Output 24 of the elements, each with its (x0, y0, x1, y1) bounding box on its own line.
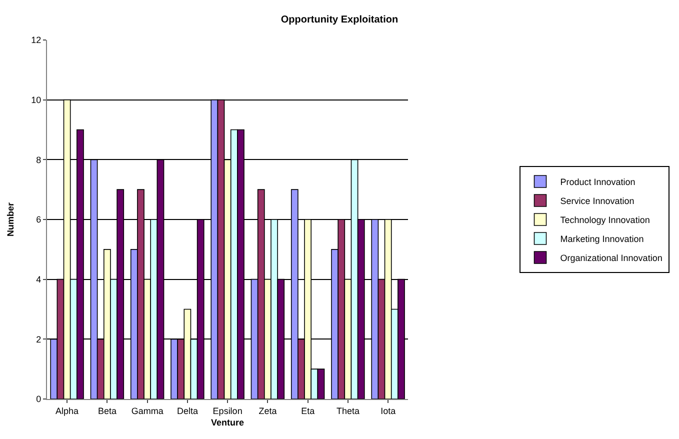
x-tick-label: Theta (336, 406, 360, 416)
y-tick-label: 10 (31, 94, 42, 105)
x-tick-label: Alpha (56, 406, 79, 416)
legend-label: Service Innovation (560, 196, 634, 206)
x-tick-label: Zeta (258, 406, 277, 416)
x-tick-label: Epsilon (212, 406, 242, 416)
x-tick-label: Delta (176, 406, 198, 416)
chart-title: Opportunity Exploitation (280, 14, 398, 26)
x-axis-title: Venture (211, 418, 244, 428)
y-tick-label: 2 (36, 334, 42, 344)
legend-label: Technology Innovation (560, 215, 650, 226)
y-tick-label: 12 (31, 35, 42, 46)
x-tick-label: Iota (380, 406, 396, 416)
y-tick-label: 8 (36, 154, 42, 165)
legend-label: Organizational Innovation (560, 253, 662, 264)
x-tick-label: Gamma (131, 406, 164, 416)
legend-label: Product Innovation (560, 177, 636, 188)
y-tick-label: 0 (36, 394, 42, 404)
y-tick-label: 6 (36, 214, 42, 225)
legend-label: Marketing Innovation (560, 234, 644, 244)
x-tick-label: Beta (98, 406, 116, 416)
y-axis-title: Number (6, 202, 16, 237)
y-tick-label: 4 (36, 274, 42, 284)
x-tick-label: Eta (301, 406, 315, 416)
